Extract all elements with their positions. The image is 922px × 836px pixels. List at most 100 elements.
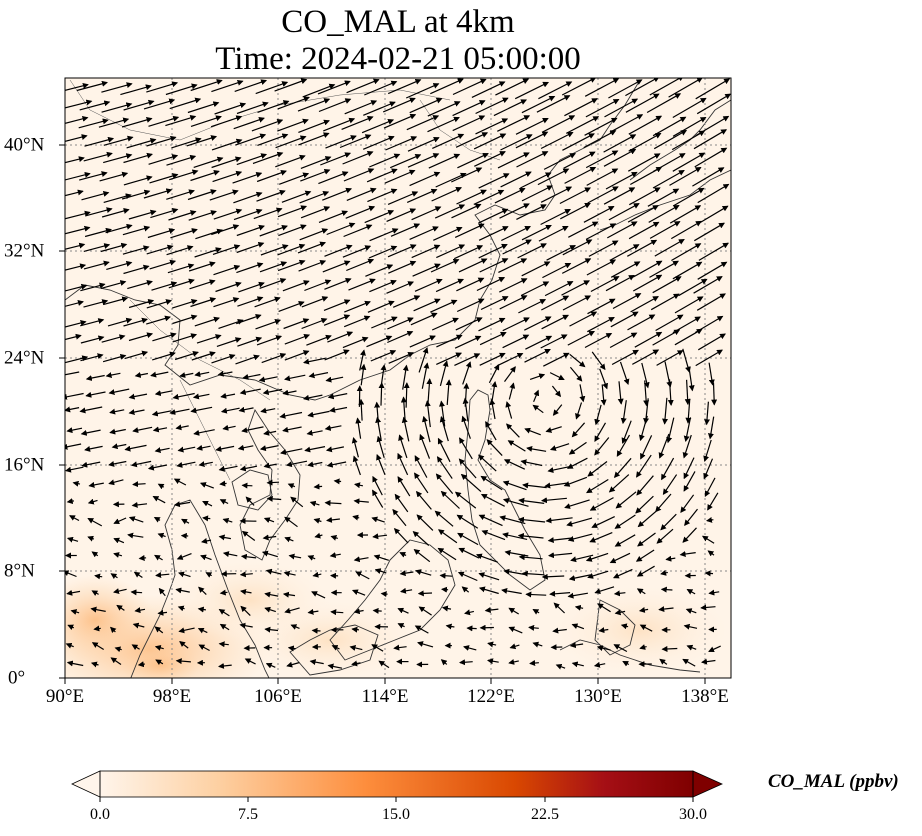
map-subtitle-time: Time: 2024-02-21 05:00:00	[215, 41, 581, 77]
wind-arrow	[190, 169, 220, 182]
wind-arrow	[599, 368, 608, 390]
wind-arrow	[502, 239, 532, 255]
wind-arrow	[339, 134, 372, 149]
wind-arrow	[617, 381, 624, 405]
wind-arrow	[157, 532, 166, 539]
wind-arrow	[625, 93, 660, 113]
wind-arrow	[80, 353, 104, 362]
wind-arrow	[650, 293, 680, 311]
wind-arrow	[662, 397, 669, 425]
colorbar-tick-label: 15.0	[382, 806, 410, 823]
wind-arrow	[93, 625, 101, 632]
wind-arrow	[524, 427, 541, 436]
wind-arrow	[672, 261, 703, 280]
wind-arrow	[569, 311, 598, 327]
wind-arrow	[66, 536, 79, 543]
wind-arrow	[654, 238, 685, 257]
wind-arrow	[277, 205, 308, 218]
wind-arrow	[128, 209, 157, 220]
wind-arrow	[151, 410, 172, 417]
wind-arrow	[660, 569, 668, 576]
wind-arrow	[284, 536, 294, 543]
wind-arrow	[290, 624, 300, 630]
wind-arrow	[218, 465, 238, 472]
wind-arrow	[65, 371, 80, 376]
wind-arrow	[488, 363, 500, 384]
wind-arrow	[233, 191, 263, 204]
wind-arrow	[475, 97, 509, 115]
wind-arrow	[266, 479, 280, 486]
wind-arrow	[368, 245, 398, 259]
wind-arrow	[445, 379, 452, 405]
wind-arrow	[330, 609, 344, 616]
wind-arrow	[489, 398, 496, 420]
wind-arrow	[684, 508, 698, 526]
y-tick-label: 40°N	[4, 134, 45, 156]
wind-arrow	[462, 397, 469, 422]
wind-arrow	[498, 258, 528, 273]
wind-arrow	[674, 296, 704, 314]
wind-arrow	[195, 228, 224, 240]
x-tick-label: 90°E	[45, 686, 85, 707]
wind-arrow	[85, 207, 113, 217]
wind-arrow	[220, 392, 236, 399]
wind-arrow	[304, 279, 332, 292]
wind-arrow	[263, 517, 275, 523]
wind-arrow	[173, 501, 191, 508]
wind-arrow	[165, 115, 197, 127]
wind-arrow	[587, 570, 609, 579]
wind-arrow	[232, 171, 263, 184]
wind-arrow	[240, 588, 252, 595]
wind-arrow	[307, 555, 316, 561]
wind-arrow	[409, 171, 441, 187]
x-tick-label: 122°E	[467, 686, 515, 707]
wind-arrow	[132, 481, 146, 488]
wind-arrow	[282, 426, 302, 433]
wind-arrow	[487, 658, 499, 665]
wind-arrow	[520, 172, 552, 189]
wind-arrow	[479, 331, 507, 346]
wind-arrow	[158, 587, 166, 597]
wind-arrow	[218, 534, 232, 541]
wind-arrow	[370, 349, 397, 362]
wind-arrow	[616, 434, 631, 457]
wind-arrow	[126, 138, 157, 149]
wind-arrow	[324, 349, 350, 361]
wind-arrow	[614, 514, 636, 529]
wind-arrow	[560, 202, 591, 220]
wind-arrow	[78, 118, 109, 129]
wind-arrow	[123, 99, 155, 111]
wind-arrow	[481, 529, 506, 541]
wind-arrow	[260, 407, 276, 414]
colorbar	[71, 770, 723, 802]
wind-arrow	[394, 493, 409, 513]
wind-arrow	[503, 459, 526, 470]
wind-arrow	[695, 349, 723, 367]
wind-arrow	[343, 224, 373, 238]
wind-arrow	[302, 394, 323, 401]
wind-arrow	[665, 555, 676, 562]
wind-arrow	[211, 353, 236, 364]
wind-arrow	[202, 500, 213, 507]
wind-arrow	[389, 154, 422, 169]
wind-arrow	[533, 389, 540, 403]
wind-arrow	[609, 552, 631, 564]
wind-arrow	[619, 361, 630, 386]
wind-arrow	[168, 210, 197, 221]
wind-arrow	[674, 328, 703, 346]
wind-arrow	[80, 429, 101, 436]
wind-arrow	[521, 261, 551, 277]
wind-arrow	[635, 549, 655, 562]
wind-arrow	[194, 371, 210, 378]
wind-arrow	[551, 385, 562, 398]
wind-arrow	[406, 188, 438, 203]
map-title: CO_MAL at 4km	[281, 4, 515, 40]
wind-arrow	[146, 135, 177, 147]
wind-arrow	[518, 554, 543, 561]
wind-arrow	[284, 374, 306, 382]
wind-arrow	[361, 119, 395, 134]
wind-arrow	[521, 224, 552, 241]
wind-arrow	[566, 457, 588, 469]
wind-arrow	[516, 204, 547, 220]
wind-arrow	[121, 189, 151, 200]
